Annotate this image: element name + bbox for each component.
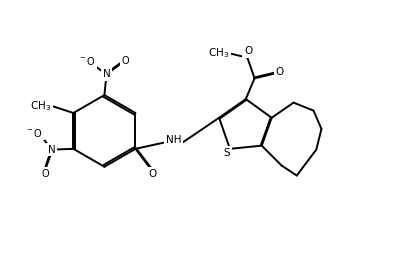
Text: O: O bbox=[122, 56, 129, 66]
Text: CH$_3$: CH$_3$ bbox=[30, 99, 51, 113]
Text: CH$_3$: CH$_3$ bbox=[208, 46, 229, 60]
Text: O: O bbox=[148, 168, 157, 179]
Text: O: O bbox=[276, 66, 284, 77]
Text: O: O bbox=[244, 46, 252, 56]
Text: $^-$O: $^-$O bbox=[25, 127, 43, 139]
Text: $^-$O: $^-$O bbox=[78, 55, 96, 67]
Text: S: S bbox=[223, 148, 230, 158]
Text: N: N bbox=[48, 145, 55, 155]
Text: methoxy: methoxy bbox=[0, 266, 1, 267]
Text: NH: NH bbox=[166, 135, 182, 145]
Text: N: N bbox=[102, 69, 110, 79]
Text: O: O bbox=[42, 168, 49, 179]
